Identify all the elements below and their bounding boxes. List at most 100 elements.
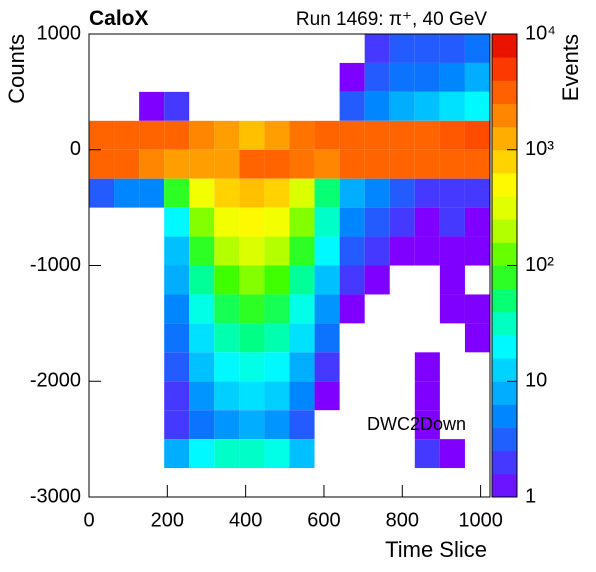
heatmap-cell: [189, 352, 215, 382]
heatmap-cell: [339, 149, 365, 179]
y-tick-label: -3000: [30, 485, 81, 507]
heatmap-cell: [439, 62, 465, 92]
heatmap-cell: [364, 62, 390, 92]
heatmap-cell: [164, 91, 190, 121]
heatmap-cell: [339, 236, 365, 266]
y-tick-label: 0: [70, 138, 81, 160]
heatmap-cell: [439, 149, 465, 179]
colorbar-band: [492, 450, 517, 475]
heatmap-cell: [214, 352, 240, 382]
heatmap-cell: [439, 207, 465, 237]
heatmap-cell: [364, 178, 390, 208]
x-tick-label: 1000: [458, 509, 503, 531]
heatmap-cell: [164, 149, 190, 179]
heatmap-cell: [339, 91, 365, 121]
heatmap-cell: [289, 178, 315, 208]
heatmap-cell: [189, 410, 215, 440]
heatmap-cell: [164, 323, 190, 353]
heatmap-cell: [314, 323, 340, 353]
colorbar-band: [492, 358, 517, 382]
heatmap-cell: [264, 294, 290, 324]
heatmap-cell: [314, 265, 340, 295]
heatmap-cell: [264, 410, 290, 440]
z-tick-label: 10: [525, 370, 547, 392]
heatmap-cell: [314, 294, 340, 324]
heatmap-cell: [389, 178, 415, 208]
heatmap-cell: [189, 294, 215, 324]
heatmap-cell: [239, 207, 265, 237]
heatmap-cell: [289, 294, 315, 324]
colorbar-band: [492, 149, 517, 174]
z-tick-label: 10⁴: [525, 22, 556, 44]
heatmap-cell: [164, 352, 190, 382]
heatmap-cell: [189, 323, 215, 353]
heatmap-cell: [89, 120, 115, 150]
heatmap-cell: [239, 149, 265, 179]
y-tick-label: -2000: [30, 370, 81, 392]
heatmap-cell: [339, 207, 365, 237]
heatmap-cell: [264, 265, 290, 295]
heatmap-cell: [214, 120, 240, 150]
heatmap-cell: [339, 178, 365, 208]
z-axis-label: Events: [558, 34, 583, 101]
heatmap-cell: [214, 236, 240, 266]
heatmap-cell: [389, 62, 415, 92]
heatmap-cell: [239, 323, 265, 353]
heatmap-cell: [89, 149, 115, 179]
heatmap-cell: [414, 207, 440, 237]
heatmap-cell: [339, 294, 365, 324]
heatmap-cell: [89, 178, 115, 208]
heatmap-cell: [439, 265, 465, 295]
colorbar-band: [492, 80, 517, 104]
heatmap-cell: [364, 236, 390, 266]
heatmap-cell: [414, 34, 440, 63]
colorbar-band: [492, 34, 517, 58]
heatmap-cell: [464, 236, 490, 266]
colorbar-band: [492, 473, 517, 498]
heatmap-cell: [139, 178, 165, 208]
heatmap-cell: [239, 439, 265, 469]
heatmap-cell: [414, 120, 440, 150]
heatmap-cell: [364, 34, 390, 63]
heatmap-cell: [164, 410, 190, 440]
heatmap-cell: [289, 439, 315, 469]
heatmap-cell: [264, 149, 290, 179]
colorbar-band: [492, 288, 517, 313]
heatmap-cell: [214, 294, 240, 324]
heatmap-cell: [289, 149, 315, 179]
heatmap-cell: [414, 236, 440, 266]
colorbar-band: [492, 126, 517, 151]
heatmap-cell: [139, 149, 165, 179]
heatmap-cell: [239, 381, 265, 411]
heatmap-cell: [439, 236, 465, 266]
heatmap-cell: [114, 120, 140, 150]
heatmap-cell: [464, 323, 490, 353]
heatmap-cell: [189, 381, 215, 411]
annotation: DWC2Down: [367, 414, 466, 434]
colorbar-band: [492, 242, 517, 266]
heatmap-cell: [314, 207, 340, 237]
heatmap-cell: [164, 294, 190, 324]
heatmap-cell: [264, 207, 290, 237]
heatmap-cell: [189, 120, 215, 150]
x-tick-label: 400: [229, 509, 262, 531]
colorbar-band: [492, 311, 517, 336]
heatmap-cell: [189, 149, 215, 179]
heatmap-cell: [389, 120, 415, 150]
heatmap-cell: [439, 120, 465, 150]
colorbar-band: [492, 172, 517, 197]
heatmap-cell: [264, 178, 290, 208]
heatmap-cell: [214, 381, 240, 411]
heatmap-cell: [164, 439, 190, 469]
heatmap-cell: [214, 410, 240, 440]
heatmap-cell: [289, 236, 315, 266]
heatmap-cell: [214, 178, 240, 208]
chart-subtitle: Run 1469: π⁺, 40 GeV: [296, 9, 487, 30]
heatmap-cell: [239, 120, 265, 150]
heatmap-cell: [414, 439, 440, 469]
heatmap-cell: [464, 34, 490, 63]
heatmap-cell: [289, 410, 315, 440]
heatmap-cell: [189, 207, 215, 237]
heatmap-cell: [389, 34, 415, 63]
